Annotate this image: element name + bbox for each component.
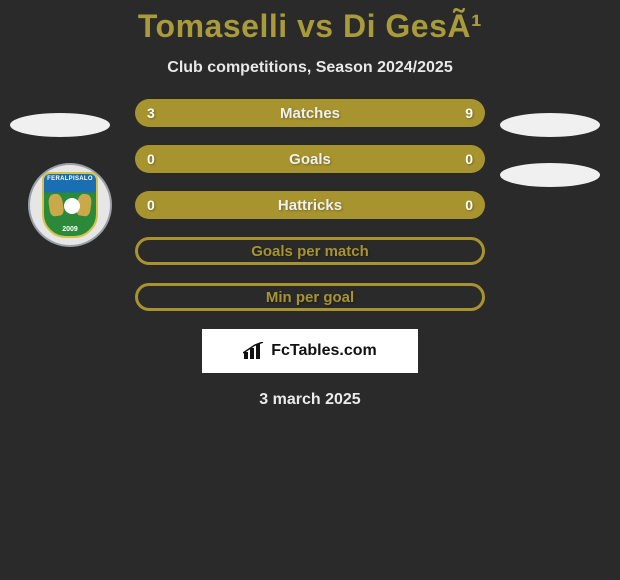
branding-box: FcTables.com	[202, 329, 418, 373]
stat-value-right: 9	[465, 105, 473, 121]
stat-row-goals: 0 Goals 0	[135, 145, 485, 173]
player-left-placeholder-1	[10, 113, 110, 137]
comparison-title: Tomaselli vs Di GesÃ¹	[0, 0, 620, 45]
stat-value-right: 0	[465, 197, 473, 213]
stat-value-left: 0	[147, 151, 155, 167]
stat-label: Min per goal	[266, 289, 354, 306]
stat-row-hattricks: 0 Hattricks 0	[135, 191, 485, 219]
stat-label: Goals per match	[251, 243, 369, 260]
club-shield: FERALPISALO 2009	[42, 172, 98, 238]
club-shield-year: 2009	[44, 226, 96, 233]
stat-row-min-per-goal: Min per goal	[135, 283, 485, 311]
stat-label: Goals	[289, 151, 331, 168]
stat-value-left: 3	[147, 105, 155, 121]
stat-value-left: 0	[147, 197, 155, 213]
club-shield-ball	[64, 198, 80, 214]
brand-text: FcTables.com	[271, 342, 377, 360]
player-right-placeholder-2	[500, 163, 600, 187]
stat-label: Matches	[280, 105, 340, 122]
stat-value-right: 0	[465, 151, 473, 167]
club-shield-name: FERALPISALO	[44, 176, 96, 182]
comparison-date: 3 march 2025	[0, 391, 620, 409]
stat-label: Hattricks	[278, 197, 342, 214]
club-badge-left: FERALPISALO 2009	[28, 163, 112, 247]
stat-row-goals-per-match: Goals per match	[135, 237, 485, 265]
player-right-placeholder-1	[500, 113, 600, 137]
comparison-subtitle: Club competitions, Season 2024/2025	[0, 59, 620, 77]
bar-chart-icon	[243, 342, 265, 360]
stat-row-matches: 3 Matches 9	[135, 99, 485, 127]
stat-rows: 3 Matches 9 0 Goals 0 0 Hattricks 0 Goal…	[135, 99, 485, 311]
club-shield-lion-left	[48, 193, 65, 217]
comparison-content: FERALPISALO 2009 3 Matches 9 0 Goals 0 0…	[0, 99, 620, 409]
